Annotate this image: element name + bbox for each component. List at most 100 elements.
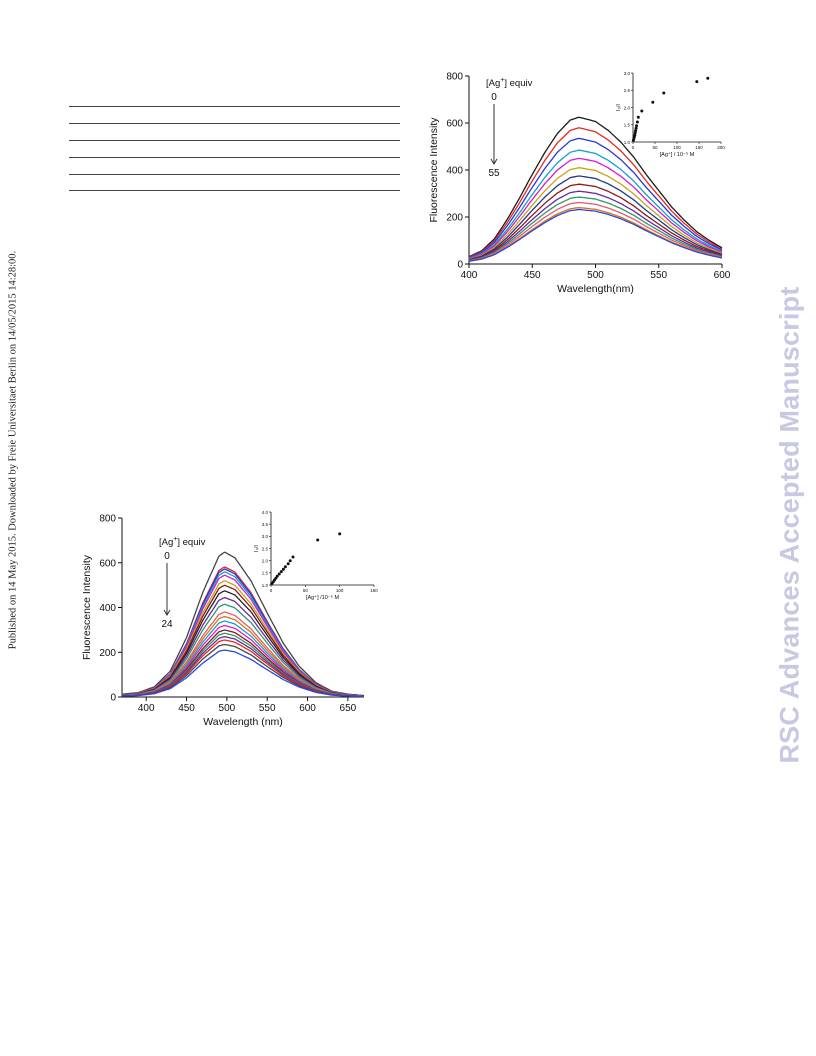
y-tick-label: 0 <box>110 693 116 704</box>
table-rule <box>69 174 400 175</box>
inset-x-label: [Ag⁺] /10⁻⁵ M <box>306 594 340 601</box>
emission-curve <box>468 149 723 259</box>
annotation-arrowhead <box>490 158 498 165</box>
inset-data-point <box>634 126 638 130</box>
y-tick-label: 200 <box>99 648 116 659</box>
emission-curve <box>468 196 723 262</box>
watermark-text: RSC Advances Accepted Manuscript <box>774 286 805 764</box>
table-rules <box>69 104 400 194</box>
emission-curve <box>468 167 723 260</box>
table-rule <box>69 190 400 191</box>
inset-data-point <box>695 80 699 84</box>
inset-data-point <box>281 567 285 571</box>
inset-data-point <box>635 124 638 128</box>
x-tick-label: 500 <box>219 703 236 714</box>
emission-curve <box>468 190 723 262</box>
emission-curve <box>468 157 723 260</box>
publication-note-text: Published on 14 May 2015. Downloaded by … <box>7 250 19 650</box>
inset-data-point <box>275 574 279 578</box>
x-tick-label: 550 <box>650 270 667 281</box>
emission-curve <box>121 551 365 697</box>
emission-curve <box>468 201 723 262</box>
inset-data-point <box>338 532 342 536</box>
inset-y-tick-label: 2.5 <box>624 88 631 93</box>
emission-curve <box>121 649 364 698</box>
x-tick-label: 450 <box>178 703 195 714</box>
emission-curve <box>468 137 723 259</box>
inset-data-point <box>288 559 292 563</box>
x-tick-label: 600 <box>299 703 316 714</box>
emission-curve <box>468 116 723 258</box>
inset-data-point <box>651 100 655 104</box>
inset-y-tick-label: 3.0 <box>624 71 631 76</box>
inset-y-tick-label: 3.5 <box>262 522 269 527</box>
inset-data-point <box>662 91 666 95</box>
inset-data-point <box>633 133 637 137</box>
emission-curve <box>468 127 723 258</box>
x-tick-label: 500 <box>587 270 604 281</box>
x-axis-label: Wavelength (nm) <box>203 716 283 728</box>
inset-data-point <box>706 76 710 80</box>
emission-curve <box>121 568 365 697</box>
inset-y-tick-label: 3.0 <box>262 534 269 539</box>
y-tick-label: 600 <box>446 119 463 130</box>
publication-note: Published on 14 May 2015. Downloaded by … <box>2 230 24 670</box>
inset-data-point <box>634 129 638 133</box>
emission-curve <box>468 208 723 262</box>
inset-y-tick-label: 1.5 <box>624 123 631 128</box>
inset-x-tick-label: 50 <box>652 145 658 150</box>
annotation-start: 0 <box>164 551 170 562</box>
inset-data-point <box>636 115 640 119</box>
y-tick-label: 400 <box>446 166 463 177</box>
inset-y-tick-label: 2.0 <box>624 105 631 110</box>
inset-x-tick-label: 100 <box>673 145 681 150</box>
inset-y-label: I₀/I <box>254 545 260 552</box>
y-tick-label: 800 <box>446 72 463 83</box>
inset-data-point <box>277 572 281 576</box>
fluorescence-chart-bottom: 0 200 400 600 800 400 450 500 550 600 650 Wavelengt… <box>78 505 388 745</box>
inset-y-tick-label: 1.0 <box>624 140 631 145</box>
emission-curve <box>468 175 723 261</box>
inset-x-tick-label: 50 <box>303 588 309 593</box>
inset-data-point <box>316 538 320 542</box>
inset-y-tick-label: 4.0 <box>262 510 269 515</box>
inset-x-label: [Ag⁺] / 10⁻⁵ M <box>660 151 695 158</box>
inset-y-tick-label: 2.5 <box>262 546 269 551</box>
manuscript-watermark: RSC Advances Accepted Manuscript <box>765 240 815 810</box>
inset-data-point <box>283 565 287 569</box>
annotation-end: 24 <box>161 619 173 630</box>
x-tick-label: 450 <box>524 270 541 281</box>
inset-data-point <box>279 570 283 574</box>
inset-y-tick-label: 2.0 <box>262 558 269 563</box>
inset-data-point <box>640 109 644 113</box>
fluorescence-chart-top: 0 200 400 600 800 400 450 500 550 600 Wavelength(n… <box>425 60 735 300</box>
table-rule <box>69 106 400 107</box>
y-axis-label: Fluorescence Intensity <box>428 117 440 223</box>
annotation-arrowhead <box>163 609 171 616</box>
inset-y-label: I₀/I <box>616 104 622 111</box>
y-tick-label: 400 <box>99 603 116 614</box>
inset-x-tick-label: 0 <box>632 145 635 150</box>
x-tick-label: 600 <box>714 270 731 281</box>
x-tick-label: 550 <box>259 703 276 714</box>
table-rule <box>69 123 400 124</box>
x-axis-label: Wavelength(nm) <box>557 283 634 295</box>
y-axis-label: Fluorescence Intensity <box>81 554 93 660</box>
inset-data-point <box>635 120 639 124</box>
annotation-label: [Ag+] equiv <box>486 77 533 89</box>
annotation-end: 55 <box>488 168 500 179</box>
emission-curve <box>468 183 723 261</box>
table-rule <box>69 140 400 141</box>
inset-y-tick-label: 1.0 <box>262 583 269 588</box>
inset-x-tick-label: 0 <box>270 588 273 593</box>
emission-curve <box>121 574 365 697</box>
inset-data-point <box>286 562 290 566</box>
inset-x-tick-label: 100 <box>336 588 344 593</box>
x-tick-label: 400 <box>461 270 478 281</box>
annotation-start: 0 <box>491 92 497 103</box>
inset-y-tick-label: 1.5 <box>262 571 269 576</box>
inset-x-tick-label: 150 <box>695 145 703 150</box>
y-tick-label: 200 <box>446 213 463 224</box>
annotation-label: [Ag+] equiv <box>159 536 206 548</box>
y-tick-label: 600 <box>99 558 116 569</box>
